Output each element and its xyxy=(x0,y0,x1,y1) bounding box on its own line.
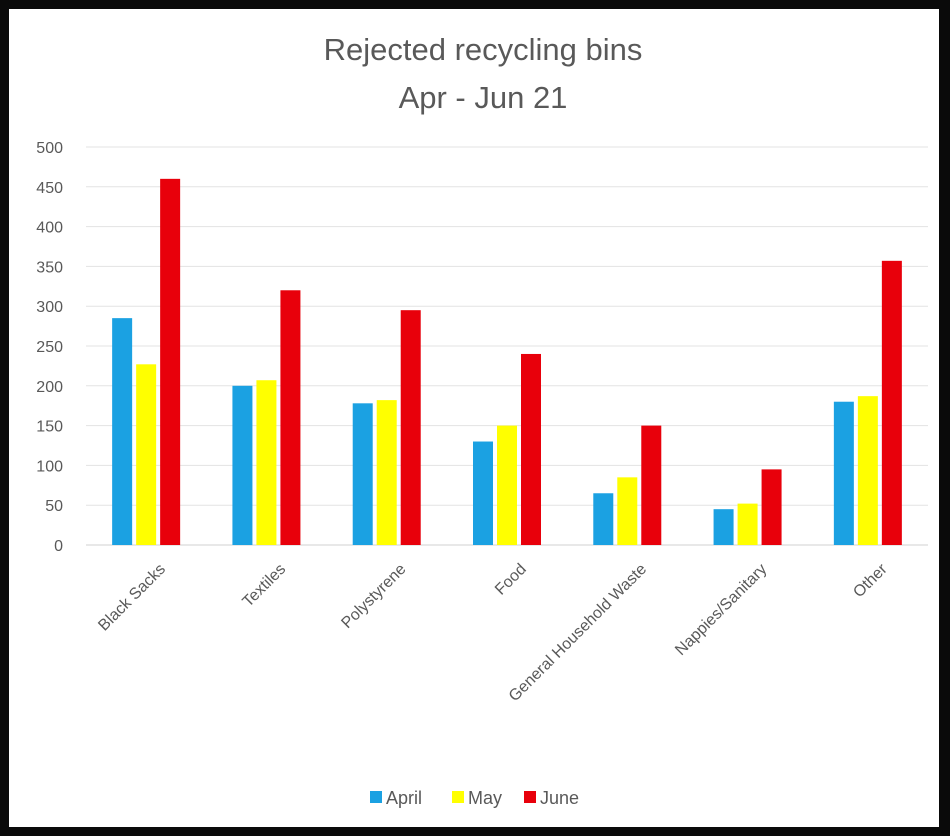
bar-april xyxy=(112,318,133,545)
bar-april xyxy=(232,385,253,545)
bar-may xyxy=(857,396,878,545)
chart-title: Rejected recycling bins xyxy=(324,32,643,67)
y-tick-label: 350 xyxy=(36,259,63,276)
x-tick-label: General Household Waste xyxy=(506,561,650,705)
y-tick-label: 50 xyxy=(45,498,63,515)
x-tick-label: Textiles xyxy=(240,561,290,611)
bar-june xyxy=(160,178,181,545)
legend-item-may: May xyxy=(452,788,502,808)
chart-subtitle: Apr - Jun 21 xyxy=(399,80,568,115)
bar-may xyxy=(136,364,157,545)
bar-april xyxy=(352,403,373,545)
bar-june xyxy=(280,290,301,545)
legend-label: June xyxy=(540,788,579,808)
x-tick-label: Nappies/Sanitary xyxy=(672,561,770,659)
bar-june xyxy=(400,310,421,545)
bar-april xyxy=(713,509,734,545)
bar-june xyxy=(881,260,902,545)
bar-may xyxy=(256,380,277,545)
y-tick-label: 500 xyxy=(36,140,63,157)
legend-label: April xyxy=(386,788,422,808)
bar-april xyxy=(593,493,614,545)
bar-may xyxy=(497,425,517,545)
y-tick-label: 400 xyxy=(36,220,63,237)
legend-swatch xyxy=(452,791,464,803)
y-tick-label: 300 xyxy=(36,299,63,316)
legend-swatch xyxy=(524,791,536,803)
y-axis: 0 50 100 150 200 250 300 350 400 450 500 xyxy=(36,140,63,555)
legend: April May June xyxy=(370,788,579,808)
bar-june xyxy=(761,469,782,545)
bar-june xyxy=(521,353,541,545)
bar-april xyxy=(473,441,493,545)
bars xyxy=(112,178,902,545)
bar-may xyxy=(617,477,638,545)
y-tick-label: 200 xyxy=(36,379,63,396)
y-tick-label: 100 xyxy=(36,458,63,475)
bar-april xyxy=(833,401,854,545)
x-tick-label: Black Sacks xyxy=(95,561,169,635)
bar-may xyxy=(737,503,758,545)
legend-item-april: April xyxy=(370,788,422,808)
y-tick-label: 150 xyxy=(36,419,63,436)
legend-label: May xyxy=(468,788,502,808)
legend-swatch xyxy=(370,791,382,803)
y-tick-label: 250 xyxy=(36,339,63,356)
x-tick-label: Food xyxy=(492,561,530,599)
y-tick-label: 0 xyxy=(54,538,63,555)
bar-june xyxy=(641,425,662,545)
x-tick-label: Polystyrene xyxy=(338,561,409,632)
x-tick-label: Other xyxy=(850,560,891,601)
y-tick-label: 450 xyxy=(36,180,63,197)
bar-may xyxy=(376,400,397,545)
legend-item-june: June xyxy=(524,788,579,808)
x-axis: Black Sacks Textiles Polystyrene FoodGenera… xyxy=(95,560,891,705)
